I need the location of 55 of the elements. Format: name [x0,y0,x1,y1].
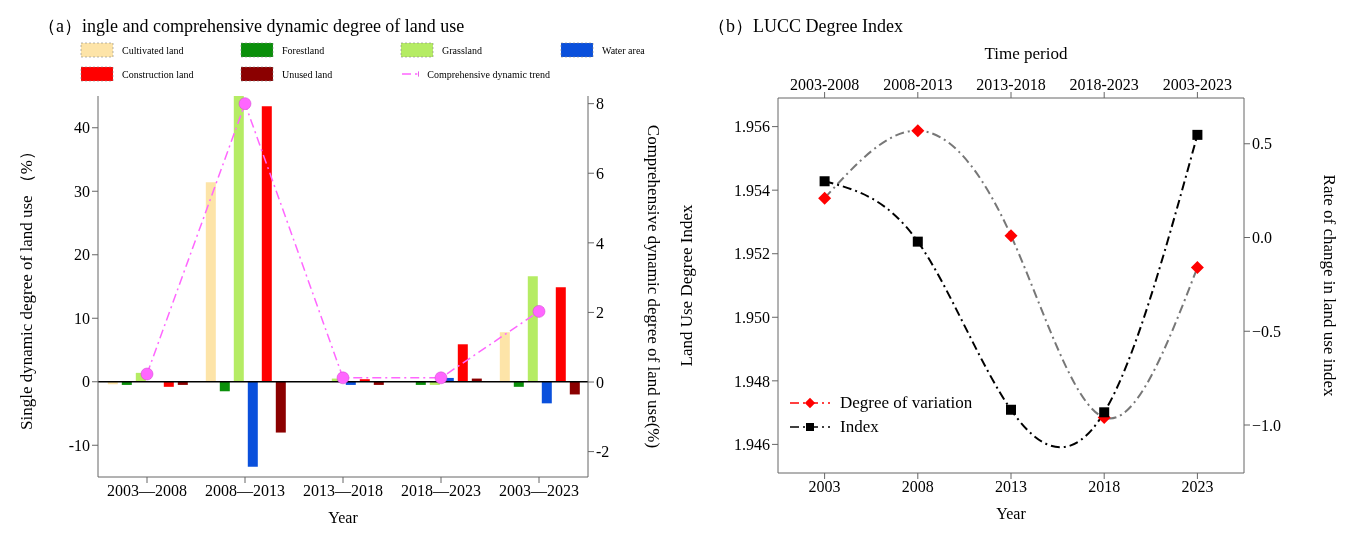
y-tick-label: 1.954 [734,181,770,199]
y-axis-title: Land Use Degree Index [677,204,697,367]
y-tick-label: 1.952 [734,245,770,263]
chart-title: （b）LUCC Degree Index [708,15,904,38]
x-tick-label: 2013 [995,478,1027,496]
x-tick-label: 2003 [808,478,841,496]
y-tick-label: 0 [82,373,90,391]
y2-tick-label: -2 [596,443,610,461]
y2-tick-label: 0.0 [1252,229,1272,247]
text: 2018-2023 [1069,76,1139,93]
legend-label: Index [840,417,879,437]
chart-title: （a）ingle and comprehensive dynamic degree of land use [38,15,466,38]
x-tick-label: 2018 [1088,478,1121,496]
legend-label: Grassland [442,44,482,56]
legend-label: Water area [602,44,645,56]
x-tick-label: 2008—2013 [205,482,285,500]
y2-axis-title: Rate of change in land use index [1319,174,1339,397]
y-tick-label: 1.948 [734,372,770,390]
legend-label: Forestland [282,44,325,56]
legend-label: Degree of variation [840,393,973,413]
y-axis-title: Single dynamic degree of land use （%） [17,142,37,431]
text: 2003-2008 [789,76,860,93]
x-tick-label: 2023 [1181,478,1214,496]
text: 2003-2023 [1162,76,1233,93]
y2-tick-label: 8 [596,95,604,113]
x-tick-label: 2003—2023 [499,482,579,500]
x-tick-label: 2008 [901,478,934,496]
x-tick-label: 2003—2008 [107,482,187,500]
y2-tick-label: 0 [596,373,604,391]
y-tick-label: -10 [68,436,90,454]
y2-tick-label: 2 [596,304,604,322]
y-tick-label: 1.950 [734,308,770,326]
y-tick-label: 1.956 [734,118,770,136]
x-axis-title: Year [996,505,1027,522]
legend-label: Cultivated land [122,44,184,56]
x2-axis-title: Time period [983,44,1069,64]
y-tick-label: 30 [74,182,90,200]
y2-tick-label: −0.5 [1252,322,1282,340]
x-tick-label: 2013—2018 [303,482,383,500]
legend-label: Construction land [122,68,194,80]
y2-tick-label: 6 [596,164,604,182]
y-tick-label: 40 [74,119,90,137]
x-tick-label: 2018—2023 [401,482,481,500]
y2-tick-label: 4 [596,234,604,252]
y-tick-label: 1.946 [734,436,770,454]
y-tick-label: 10 [74,309,90,327]
legend-label: Unused land [282,68,333,80]
x-axis-title: Year [328,509,359,526]
text: 2008-2013 [883,76,953,93]
y-tick-label: 20 [74,246,90,264]
text: 2013-2018 [976,76,1046,93]
legend-label: Comprehensive dynamic trend [427,68,550,80]
y2-tick-label: −1.0 [1252,416,1282,434]
y2-tick-label: 0.5 [1252,135,1272,153]
y2-axis-title: Comprehensive dynamic degree of land use(%) [643,124,663,449]
